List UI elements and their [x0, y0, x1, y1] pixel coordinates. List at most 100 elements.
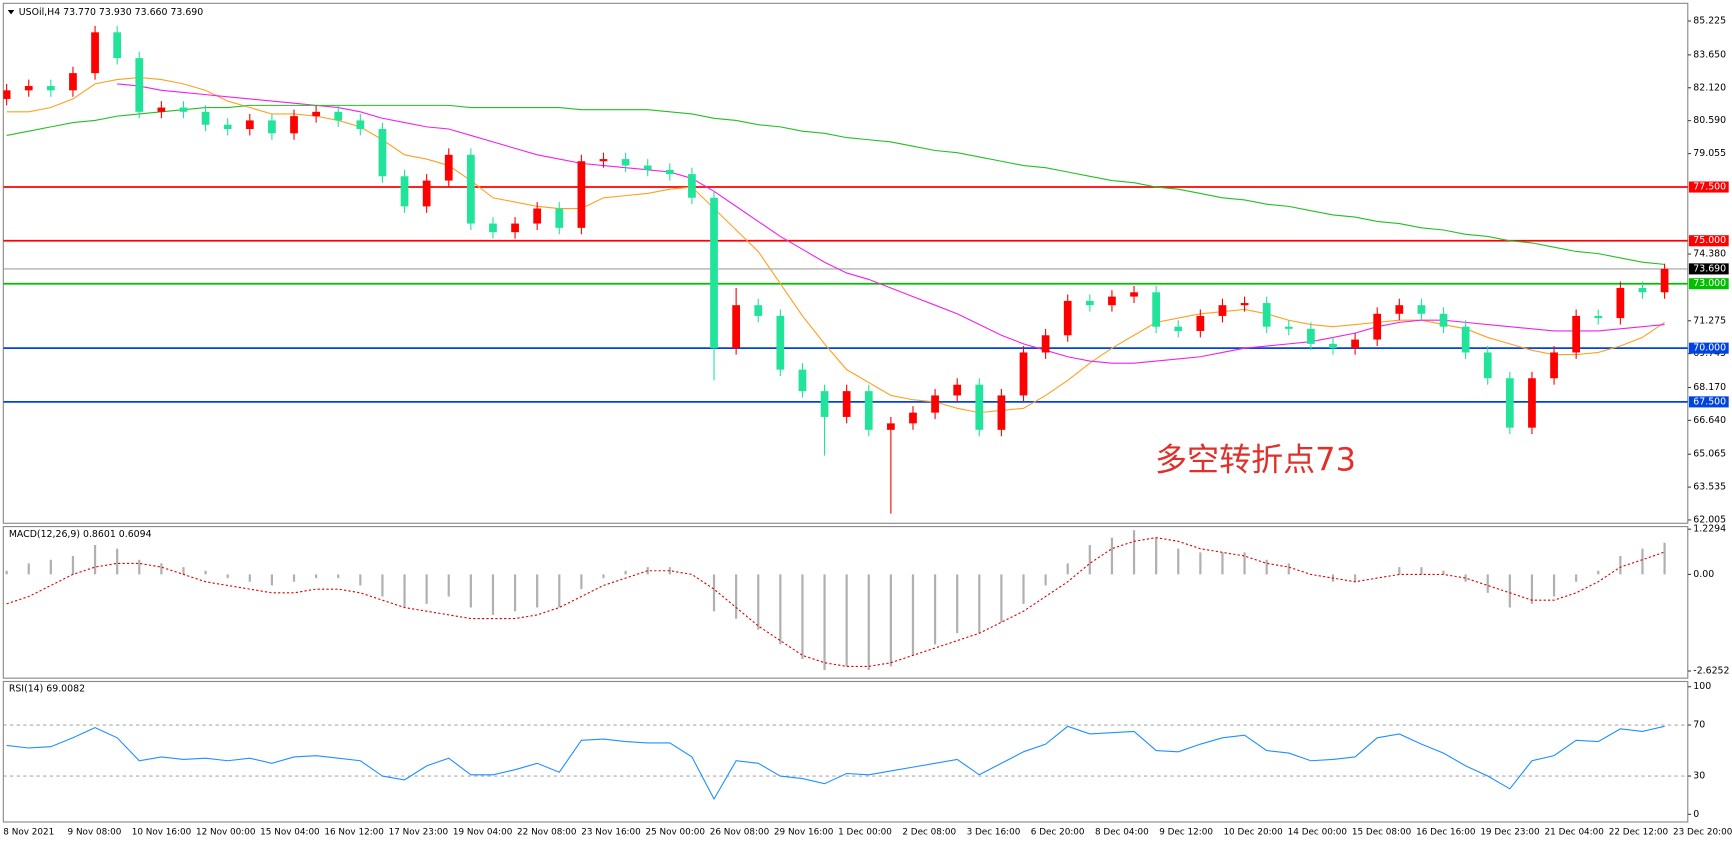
macd-label: MACD(12,26,9) 0.8601 0.6094 — [9, 529, 152, 540]
x-axis-label: 23 Nov 16:00 — [581, 827, 641, 837]
candle-body — [732, 305, 740, 349]
level-label: 75.000 — [1693, 235, 1726, 246]
y-tick-label: 71.275 — [1693, 315, 1726, 326]
chart-header: USOil,H4 73.770 73.930 73.660 73.690 — [19, 7, 203, 18]
y-tick-label: 63.535 — [1693, 482, 1726, 493]
x-axis-label: 14 Dec 00:00 — [1288, 827, 1348, 837]
x-axis-label: 17 Nov 23:00 — [389, 827, 449, 837]
x-axis-label: 26 Nov 08:00 — [710, 827, 770, 837]
candle-body — [931, 395, 939, 413]
y-tick-label: 66.640 — [1693, 415, 1726, 426]
candle-body — [245, 120, 254, 130]
candle-body — [312, 111, 320, 117]
level-label: 77.500 — [1693, 182, 1726, 193]
y-tick-label: 0.00 — [1693, 569, 1714, 580]
candle-body — [1528, 378, 1536, 428]
candle-body — [533, 208, 542, 224]
candle-body — [1019, 352, 1028, 396]
candle-body — [776, 315, 785, 370]
candle-body — [1505, 378, 1514, 428]
candle-body — [1174, 326, 1183, 331]
x-axis-label: 15 Nov 04:00 — [260, 827, 320, 837]
candle-body — [400, 176, 409, 207]
candle-body — [1284, 326, 1293, 329]
rsi-panel — [2, 680, 1689, 823]
candle-body — [1085, 300, 1094, 306]
candle-body — [1483, 352, 1492, 379]
indicator-line — [6, 76, 1665, 414]
candle-body — [3, 90, 11, 99]
candle-body — [69, 73, 77, 91]
x-axis-label: 6 Dec 20:00 — [1031, 827, 1085, 837]
y-tick-label: 65.065 — [1693, 449, 1726, 460]
indicator-line — [6, 725, 1665, 801]
candle-body — [1130, 292, 1138, 297]
x-axis-label: 19 Nov 04:00 — [453, 827, 513, 837]
candle-body — [1218, 305, 1227, 316]
candle-body — [489, 223, 497, 233]
y-tick-label: 85.225 — [1693, 16, 1726, 27]
candle-body — [1616, 288, 1625, 319]
candle-body — [1417, 305, 1426, 314]
candle-body — [688, 174, 696, 198]
x-axis-label: 22 Dec 12:00 — [1609, 827, 1669, 837]
candle-body — [1395, 305, 1404, 314]
candle-body — [334, 111, 343, 121]
y-tick-label: 70 — [1693, 720, 1705, 731]
candle-body — [113, 32, 122, 59]
y-tick-label: 68.170 — [1693, 382, 1726, 393]
candle-body — [1240, 303, 1249, 306]
x-axis-label: 21 Dec 04:00 — [1545, 827, 1605, 837]
y-tick-label: 62.005 — [1693, 514, 1726, 525]
x-axis-label: 8 Nov 2021 — [3, 827, 54, 837]
candle-body — [1063, 300, 1072, 336]
candle-body — [91, 32, 99, 74]
level-label: 70.000 — [1693, 343, 1726, 354]
candle-body — [1638, 288, 1647, 293]
level-label-box — [1688, 396, 1729, 408]
candle-body — [422, 180, 431, 207]
candle-body — [201, 111, 210, 125]
level-label-box — [1688, 278, 1729, 290]
x-axis-label: 10 Dec 20:00 — [1223, 827, 1283, 837]
candle-body — [1041, 335, 1050, 353]
candle-body — [820, 391, 829, 417]
y-tick-label: 80.590 — [1693, 115, 1726, 126]
x-axis-label: 25 Nov 00:00 — [645, 827, 705, 837]
candle-body — [1439, 313, 1448, 327]
candle-body — [864, 391, 873, 430]
annotation: 多空转折点73 — [1155, 440, 1356, 478]
x-axis-label: 29 Nov 16:00 — [774, 827, 834, 837]
candle-body — [842, 391, 851, 417]
indicator-line — [6, 537, 1665, 667]
x-axis-label: 23 Dec 20:00 — [1673, 827, 1732, 837]
level-label-box — [1688, 181, 1729, 193]
candle-body — [46, 86, 55, 91]
candle-body — [1461, 326, 1470, 353]
y-tick-label: 100 — [1693, 681, 1711, 692]
candle-body — [909, 412, 917, 424]
x-axis-label: 19 Dec 23:00 — [1480, 827, 1540, 837]
candle-body — [1108, 296, 1116, 306]
candle-body — [1594, 315, 1603, 319]
x-axis-label: 2 Dec 08:00 — [902, 827, 956, 837]
level-label-box — [1688, 342, 1729, 354]
x-axis-label: 22 Nov 08:00 — [517, 827, 577, 837]
x-axis-label: 15 Dec 08:00 — [1352, 827, 1412, 837]
candle-body — [1373, 313, 1382, 340]
y-tick-label: 74.380 — [1693, 249, 1726, 260]
indicator-line — [117, 83, 1665, 364]
candle-body — [511, 223, 519, 233]
candle-body — [754, 305, 763, 316]
level-label-box — [1688, 235, 1729, 247]
candle-body — [887, 423, 895, 430]
candle-body — [1329, 343, 1337, 349]
y-tick-label: 82.120 — [1693, 82, 1726, 93]
candle-body — [466, 154, 475, 224]
x-axis-label: 1 Dec 00:00 — [838, 827, 892, 837]
x-axis-label: 10 Nov 16:00 — [132, 827, 192, 837]
x-axis-label: 9 Nov 08:00 — [68, 827, 122, 837]
level-label: 73.690 — [1693, 263, 1726, 274]
level-label: 67.500 — [1693, 396, 1726, 407]
